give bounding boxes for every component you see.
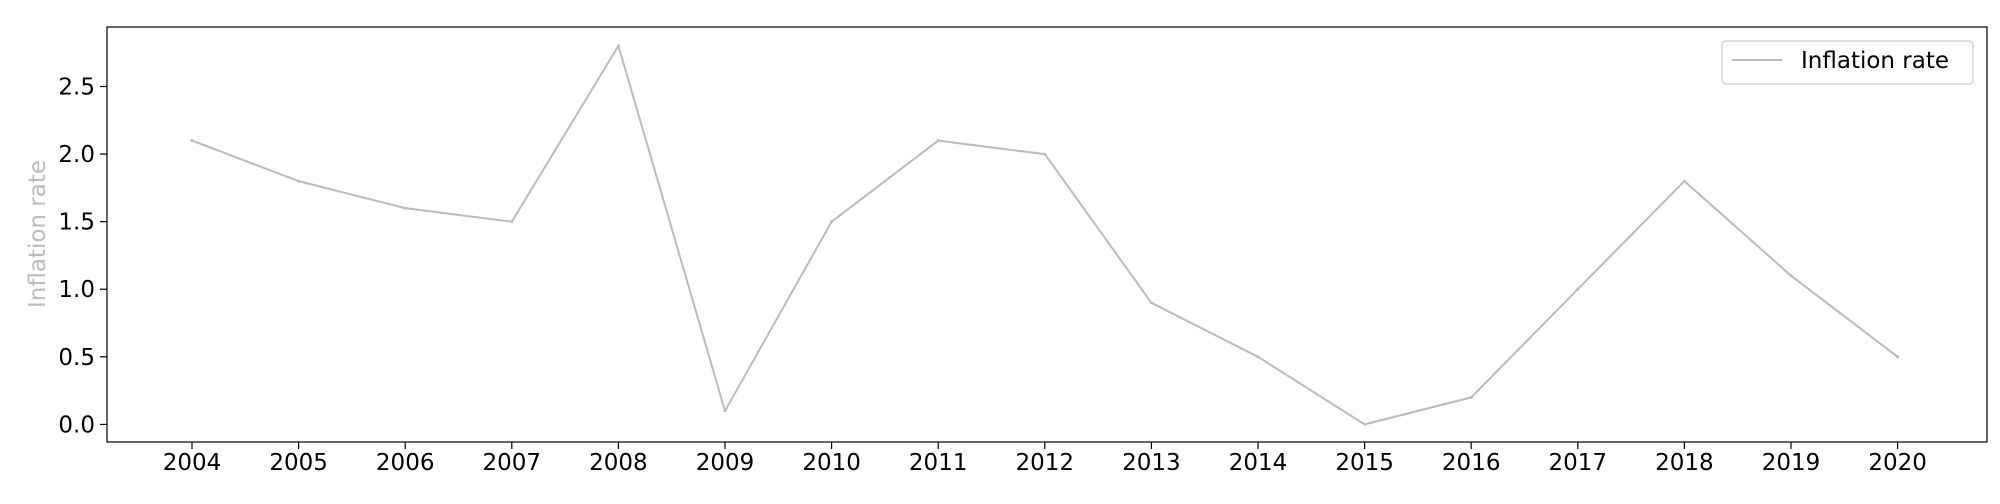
x-tick-label: 2013 <box>1122 450 1181 476</box>
data-point <box>1043 152 1047 156</box>
legend-label: Inflation rate <box>1801 48 1949 74</box>
x-tick-label: 2010 <box>802 450 861 476</box>
x-tick-label: 2012 <box>1016 450 1075 476</box>
y-tick-label: 2.5 <box>58 74 95 100</box>
x-tick-label: 2020 <box>1868 450 1927 476</box>
x-tick-label: 2011 <box>909 450 968 476</box>
data-point <box>1363 422 1367 426</box>
data-point <box>936 139 940 143</box>
x-tick-label: 2014 <box>1229 450 1288 476</box>
x-tick-label: 2007 <box>483 450 542 476</box>
y-tick-label: 1.0 <box>58 277 95 303</box>
legend: Inflation rate <box>1721 40 1974 85</box>
series-layer <box>190 44 1900 426</box>
data-point <box>297 179 301 183</box>
x-axis: 2004 2005 2006 2007 2008 2009 2010 2011 2012 2013… <box>163 442 1927 476</box>
data-point <box>510 220 514 224</box>
x-tick-label: 2005 <box>269 450 328 476</box>
y-axis-label: Inflation rate <box>25 160 51 308</box>
data-point <box>1576 287 1580 291</box>
x-tick-label: 2004 <box>163 450 222 476</box>
x-tick-label: 2015 <box>1335 450 1394 476</box>
data-point <box>1149 301 1153 305</box>
x-tick-label: 2006 <box>376 450 435 476</box>
x-tick-label: 2019 <box>1762 450 1821 476</box>
legend-box <box>1721 40 1974 85</box>
y-tick-label: 0.5 <box>58 345 95 371</box>
data-point <box>1896 355 1900 359</box>
y-tick-label: 1.5 <box>58 210 95 236</box>
x-tick-label: 2009 <box>696 450 755 476</box>
y-axis: 0.0 0.5 1.0 1.5 2.0 2.5 <box>58 74 107 438</box>
data-point <box>1789 274 1793 278</box>
data-point <box>616 44 620 48</box>
data-point <box>1682 179 1686 183</box>
data-point <box>1256 355 1260 359</box>
data-point <box>1469 395 1473 399</box>
y-tick-label: 0.0 <box>58 412 95 438</box>
x-tick-label: 2008 <box>589 450 648 476</box>
x-tick-label: 2017 <box>1549 450 1608 476</box>
data-point <box>723 409 727 413</box>
y-tick-label: 2.0 <box>58 142 95 168</box>
data-point <box>830 220 834 224</box>
x-tick-label: 2018 <box>1655 450 1714 476</box>
plot-area-frame <box>106 26 1988 443</box>
data-point <box>190 139 194 143</box>
data-point <box>403 206 407 210</box>
x-tick-label: 2016 <box>1442 450 1501 476</box>
